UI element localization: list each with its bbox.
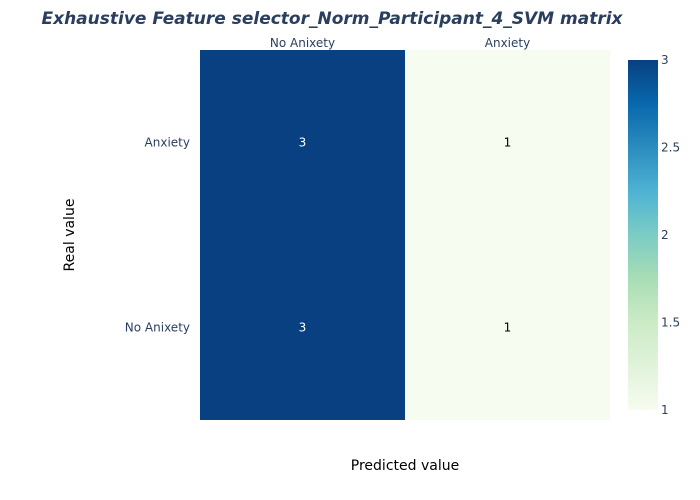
heatmap-cell — [200, 235, 405, 420]
colorbar-tick-label: 1.5 — [661, 316, 680, 330]
colorbar-tick-label: 2 — [661, 228, 669, 242]
heatmap-cell — [405, 235, 610, 420]
y-tick-label: Anxiety — [145, 136, 190, 150]
heatmap-cells: 3 1 3 1 — [200, 50, 610, 420]
colorbar-ticks: 1 1.5 2 2.5 3 — [661, 53, 680, 417]
colorbar-tick-label: 1 — [661, 403, 669, 417]
y-axis-ticks: Anxiety No Anixety — [125, 136, 190, 335]
heatmap-cell — [405, 50, 610, 235]
cell-value-label: 3 — [299, 321, 307, 335]
x-axis-title: Predicted value — [351, 458, 459, 474]
cell-value-label: 1 — [504, 321, 512, 335]
x-axis-ticks: No Anixety Anxiety — [270, 36, 530, 50]
colorbar-tick-label: 3 — [661, 53, 669, 67]
x-tick-label: Anxiety — [485, 36, 530, 50]
x-tick-label: No Anixety — [270, 36, 335, 50]
colorbar-gradient — [628, 60, 658, 410]
colorbar-tick-label: 2.5 — [661, 141, 680, 155]
heatmap-cell — [200, 50, 405, 235]
cell-value-label: 3 — [299, 136, 307, 150]
cell-value-label: 1 — [504, 136, 512, 150]
chart-title: Exhaustive Feature selector_Norm_Partici… — [42, 9, 624, 29]
colorbar: 1 1.5 2 2.5 3 — [628, 53, 680, 417]
y-tick-label: No Anixety — [125, 321, 190, 335]
y-axis-title: Real value — [62, 199, 78, 272]
